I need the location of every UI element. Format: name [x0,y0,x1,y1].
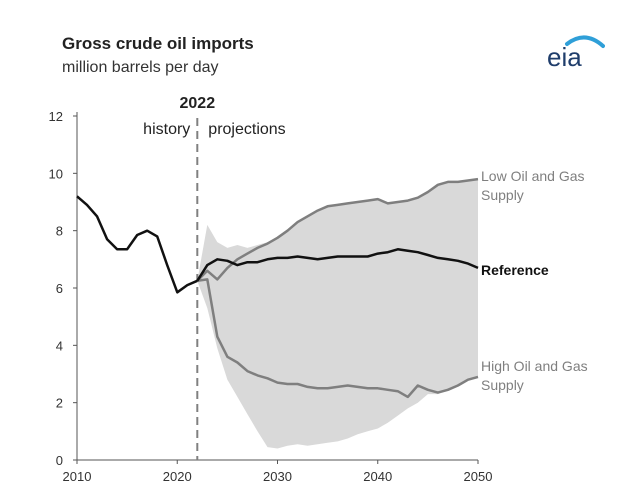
history-line [76,195,198,294]
y-tick-label: 4 [56,338,63,353]
high-supply-label-line1: High Oil and Gas [481,358,588,374]
y-tick-label: 10 [49,166,63,181]
x-tick-label: 2050 [464,469,493,484]
series-line-high-oil-and-gas-supply [197,278,479,399]
x-tick-label: 2030 [263,469,292,484]
y-tick-label: 2 [56,396,63,411]
projections-label: projections [208,121,285,138]
low-supply-label-line1: Low Oil and Gas [481,168,585,184]
x-tick-label: 2010 [63,469,92,484]
x-tick-label: 2020 [163,469,192,484]
series-line-reference [196,248,479,282]
divider-year-label: 2022 [180,95,216,112]
series-line-low-oil-and-gas-supply [196,177,479,282]
chart-subtitle: million barrels per day [62,59,219,76]
high-supply-label-line2: Supply [481,377,524,393]
y-tick-label: 6 [56,281,63,296]
eia-logo: eia [547,35,605,72]
x-tick-label: 2040 [363,469,392,484]
low-supply-label-line2: Supply [481,187,524,203]
projection-range-band [197,179,479,449]
history-label: history [143,121,190,138]
chart-title: Gross crude oil imports [62,34,254,53]
y-tick-label: 8 [56,224,63,239]
eia-logo-arc [565,35,605,48]
y-tick-label: 0 [56,453,63,468]
y-tick-label: 12 [49,109,63,124]
eia-logo-text: eia [547,42,582,72]
reference-label: Reference [481,262,549,278]
